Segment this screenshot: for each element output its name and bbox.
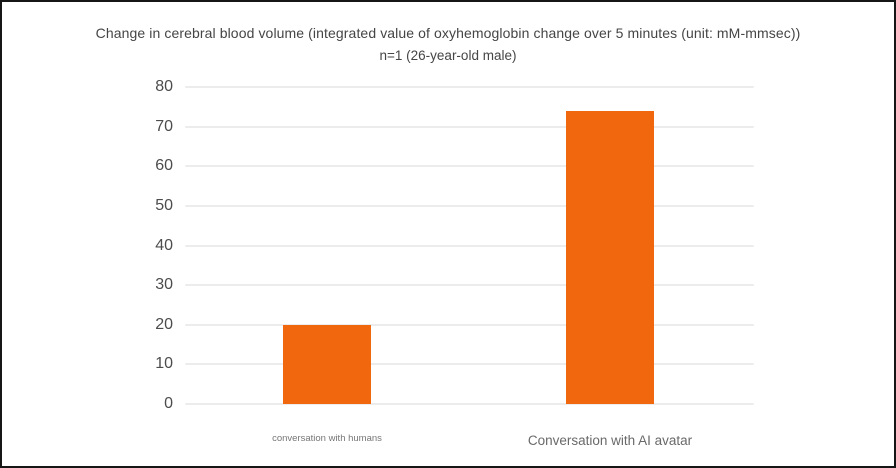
y-tick-label-50: 50	[155, 196, 173, 214]
y-tick-label-70: 70	[155, 117, 173, 135]
chart-title: Change in cerebral blood volume (integra…	[95, 25, 801, 41]
x-axis-label-1: Conversation with AI avatar	[527, 433, 693, 448]
gridline-20	[185, 323, 754, 326]
y-tick-label-60: 60	[155, 157, 173, 175]
y-tick-label-20: 20	[155, 315, 173, 333]
gridline-50	[185, 204, 754, 207]
plot-area: 0 10 20 30 40 50 60 70 80 conversation with human…	[155, 78, 754, 448]
gridline-30	[185, 284, 754, 287]
y-tick-label-80: 80	[155, 78, 173, 95]
y-tick-label-30: 30	[155, 276, 173, 294]
gridline-70	[185, 125, 754, 128]
gridline-80	[185, 86, 754, 88]
gridline-0	[185, 403, 754, 405]
gridline-10	[185, 363, 754, 366]
y-tick-label-40: 40	[155, 236, 173, 254]
gridline-60	[185, 165, 754, 168]
bar-0	[283, 324, 371, 404]
y-tick-label-10: 10	[155, 355, 173, 373]
y-tick-label-0: 0	[164, 395, 173, 412]
bar-1	[566, 110, 654, 404]
x-axis-label-0: conversation with humans	[272, 433, 382, 444]
chart-subtitle: n=1 (26-year-old male)	[379, 48, 517, 63]
gridline-40	[185, 244, 754, 247]
